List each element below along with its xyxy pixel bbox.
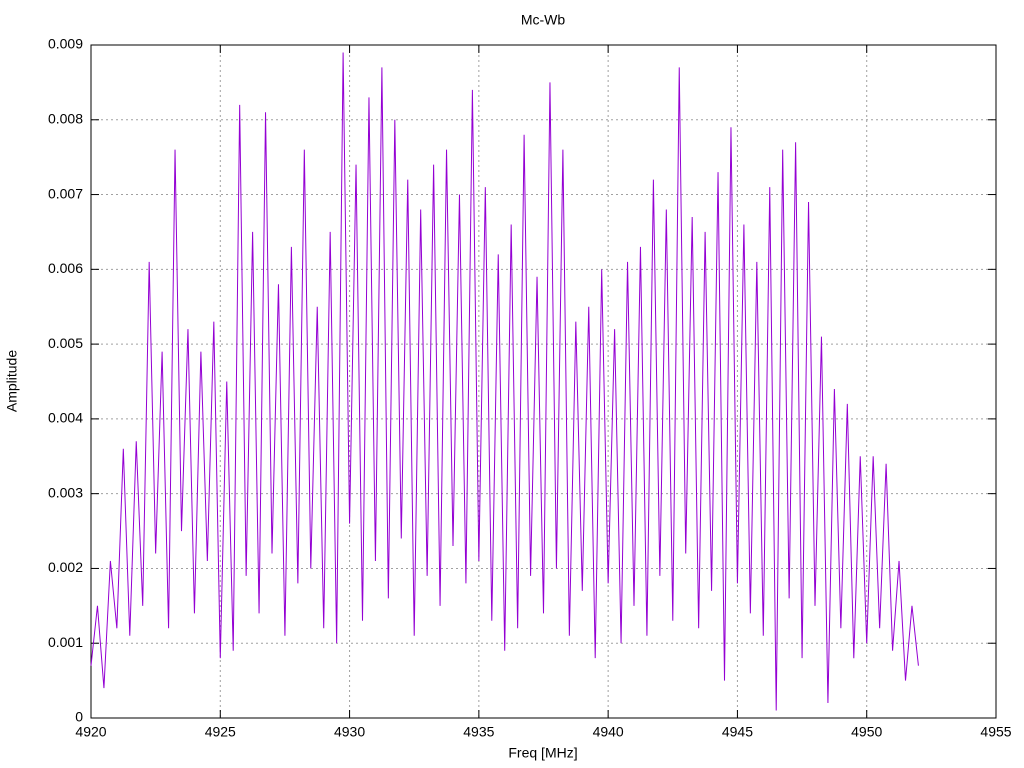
x-tick-label: 4925 [205,724,236,740]
plot-frame [90,44,997,719]
y-axis-label: Amplitude [4,350,20,412]
x-axis-label: Freq [MHz] [508,745,577,761]
x-tick-label: 4955 [980,724,1011,740]
y-tick-label: 0.007 [48,185,83,201]
y-tick-label: 0 [75,709,83,725]
x-tick-label: 4945 [722,724,753,740]
y-tick-label: 0.006 [48,260,83,276]
data-line [90,52,919,711]
chart-title: Mc-Wb [521,12,566,28]
y-tick-label: 0.008 [48,110,83,126]
y-tick-label: 0.001 [48,634,83,650]
y-tick-label: 0.004 [48,410,83,426]
x-tick-label: 4930 [334,724,365,740]
x-tick-label: 4940 [593,724,624,740]
y-tick-label: 0.003 [48,484,83,500]
x-tick-label: 4920 [75,724,106,740]
y-tick-label: 0.005 [48,335,83,351]
y-tick-label: 0.002 [48,559,83,575]
x-tick-label: 4935 [463,724,494,740]
y-tick-label: 0.009 [48,36,83,52]
x-tick-label: 4950 [851,724,882,740]
